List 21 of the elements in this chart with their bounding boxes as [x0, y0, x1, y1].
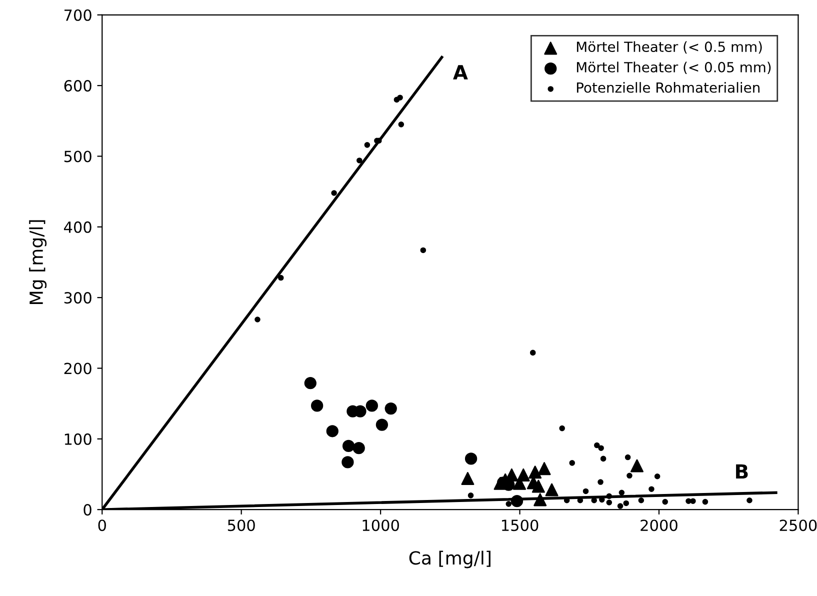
y-tick-label: 100 [64, 433, 92, 445]
annotation: B [736, 464, 748, 479]
y-tick-label: 700 [64, 9, 92, 21]
annotation: A [453, 65, 468, 80]
x-tick-label: 2500 [780, 520, 817, 532]
y-tick-label: 200 [64, 362, 92, 374]
y-tick-label: 400 [64, 221, 92, 233]
x-tick-label: 1000 [362, 520, 399, 532]
legend-label: Mörtel Theater (< 0.5 mm) [576, 41, 762, 54]
x-axis-title: Ca [mg/l] [409, 550, 490, 568]
y-tick-label: 300 [64, 292, 92, 304]
legend-label: Mörtel Theater (< 0.05 mm) [576, 62, 771, 74]
x-tick-label: 2000 [640, 520, 678, 532]
y-tick-label: 600 [64, 80, 92, 92]
legend-label: Potenzielle Rohmaterialien [576, 82, 760, 93]
y-tick-label: 500 [64, 150, 92, 162]
y-axis-title: Mg [mg/l] [29, 220, 47, 304]
x-tick-label: 500 [228, 520, 255, 532]
x-tick-label: 0 [98, 520, 106, 532]
x-tick-label: 1500 [502, 520, 538, 532]
y-tick-label: 0 [84, 504, 92, 516]
